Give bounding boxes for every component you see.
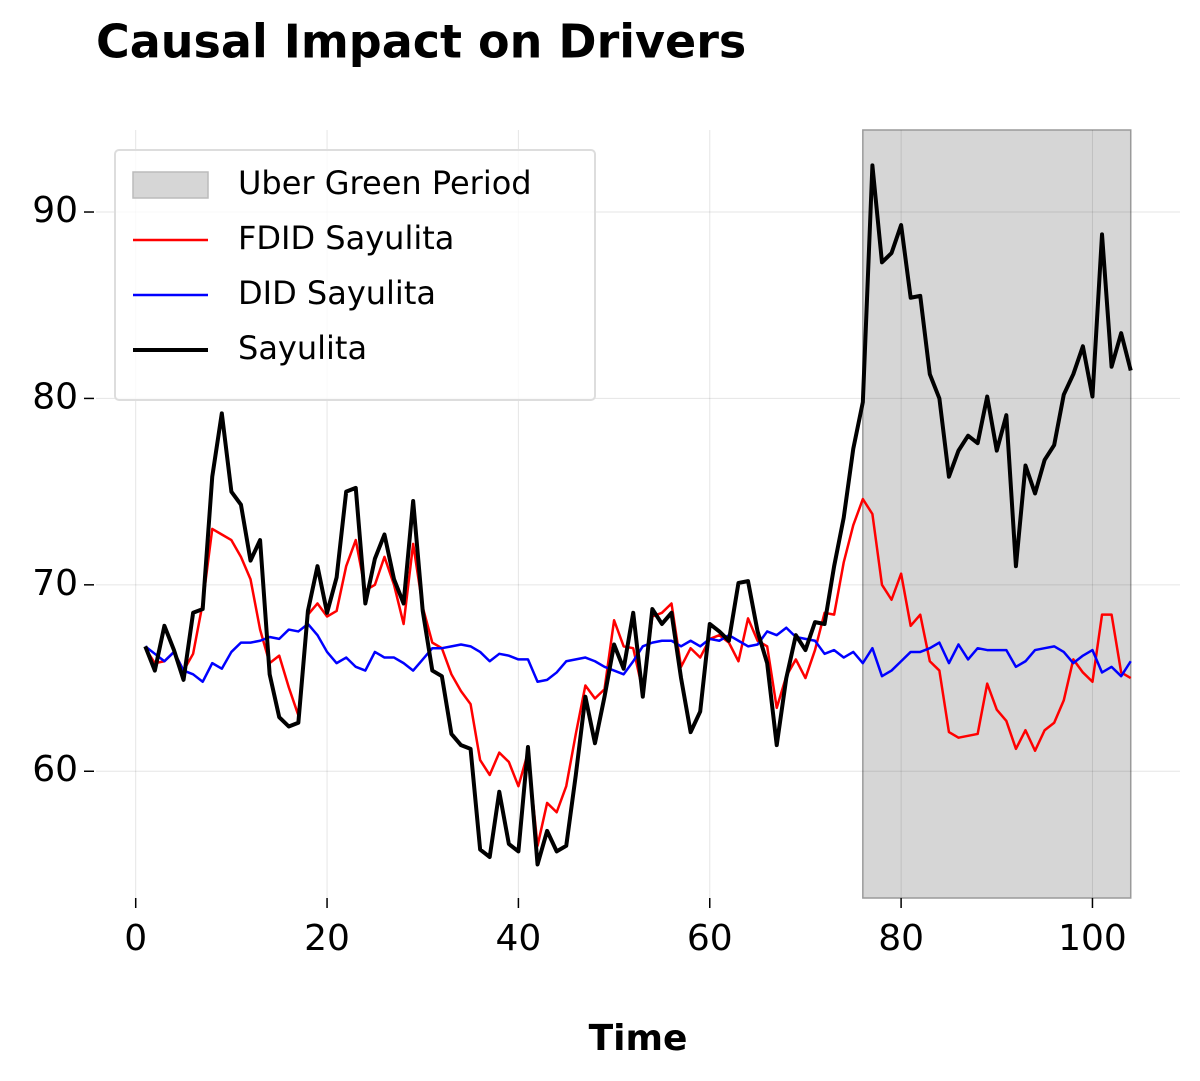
x-axis-label: Time xyxy=(589,1018,688,1059)
legend: Uber Green Period FDID Sayulita DID Sayuli… xyxy=(114,149,596,401)
x-tick-label: 40 xyxy=(495,918,541,959)
legend-label: FDID Sayulita xyxy=(238,219,454,257)
legend-label: Sayulita xyxy=(238,329,367,367)
series-line xyxy=(143,163,1133,867)
x-tick-label: 80 xyxy=(878,918,924,959)
x-tick-label: 0 xyxy=(124,918,147,959)
x-tick-label: 20 xyxy=(304,918,350,959)
shaded-period xyxy=(862,129,1132,899)
legend-label: Uber Green Period xyxy=(238,164,532,202)
x-tick-label: 60 xyxy=(687,918,733,959)
chart-title: Causal Impact on Drivers xyxy=(96,15,746,69)
y-tick-label: 60 xyxy=(32,749,78,790)
x-tick-label: 100 xyxy=(1058,918,1127,959)
y-tick-label: 90 xyxy=(32,190,78,231)
legend-box xyxy=(114,149,596,401)
legend-label: DID Sayulita xyxy=(238,274,436,312)
y-tick-label: 80 xyxy=(32,376,78,417)
legend-swatch xyxy=(132,171,209,199)
y-tick-label: 70 xyxy=(32,563,78,604)
